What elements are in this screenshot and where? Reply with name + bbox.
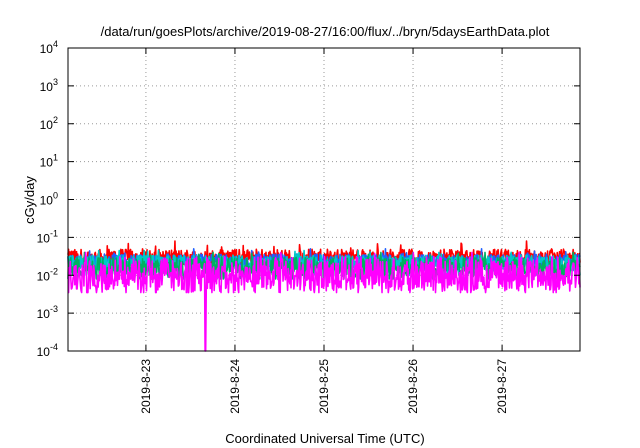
y-tick-label: 10-2 [37,266,58,283]
x-tick-label: 2019-8-24 [228,359,242,414]
y-tick-label: 10-4 [37,342,58,359]
chart-title: /data/run/goesPlots/archive/2019-08-27/1… [101,24,550,39]
x-tick-label: 2019-8-27 [495,359,509,414]
x-axis-label: Coordinated Universal Time (UTC) [225,431,424,446]
series-group [67,240,581,352]
series-line-5 [67,251,581,352]
y-tick-label: 102 [40,115,58,132]
y-axis-label: cGy/day [22,176,37,224]
x-tick-label: 2019-8-23 [139,359,153,414]
y-tick-label: 100 [40,191,58,208]
ticks [68,47,580,352]
grid [68,48,580,351]
y-tick-label: 103 [40,77,58,94]
x-tick-label: 2019-8-25 [317,359,331,414]
x-tick-labels: 2019-8-23 2019-8-24 2019-8-25 2019-8-26 2019… [139,359,509,414]
y-tick-label: 10-3 [37,304,58,321]
y-tick-label: 10-1 [37,228,58,245]
x-tick-label: 2019-8-26 [406,359,420,414]
y-tick-label: 101 [40,153,58,170]
y-tick-label: 104 [40,39,58,56]
y-tick-labels: 10-4 10-3 10-2 10-1 100 101 102 103 104 [37,39,58,359]
